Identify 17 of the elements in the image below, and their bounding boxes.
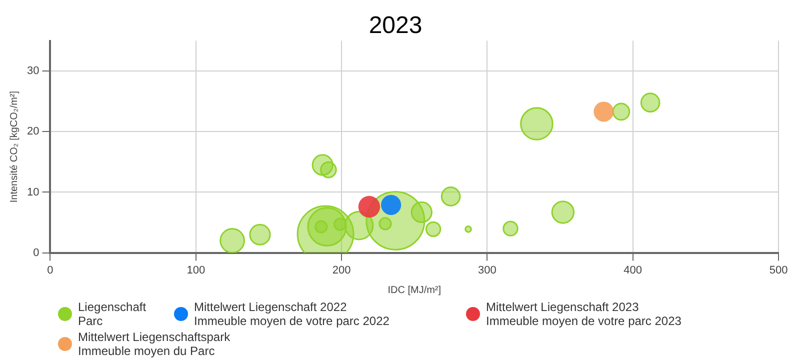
x-tick-label: 300 <box>478 264 496 276</box>
y-tick-label: 30 <box>26 65 40 78</box>
x-axis-title: IDC [MJ/m²] <box>388 284 442 296</box>
chart-title: 2023 <box>368 12 422 40</box>
x-tick-label: 500 <box>769 264 788 276</box>
x-tick-label: 200 <box>332 264 351 276</box>
legend-label: Mittelwert Liegenschaft 2022 Immeuble moyen de votre parc 2022 <box>194 300 390 328</box>
y-tick-label: 20 <box>26 126 40 138</box>
y-tick-label: 0 <box>33 246 40 259</box>
y-tick-label: 10 <box>26 186 40 198</box>
y-axis-title: Intensité CO₂ [kgCO₂/m²] <box>8 90 20 203</box>
x-tick-label: 100 <box>186 264 206 276</box>
x-tick-label: 0 <box>47 264 54 276</box>
legend-label: Mittelwert Liegenschaft 2023 Immeuble moyen de votre parc 2023 <box>486 300 682 328</box>
x-tick-label: 400 <box>624 264 642 276</box>
legend-label: Mittelwert Liegenschaftspark Immeuble moyen du Parc <box>78 330 230 358</box>
legend-label: Liegenschaft Parc <box>78 300 146 328</box>
